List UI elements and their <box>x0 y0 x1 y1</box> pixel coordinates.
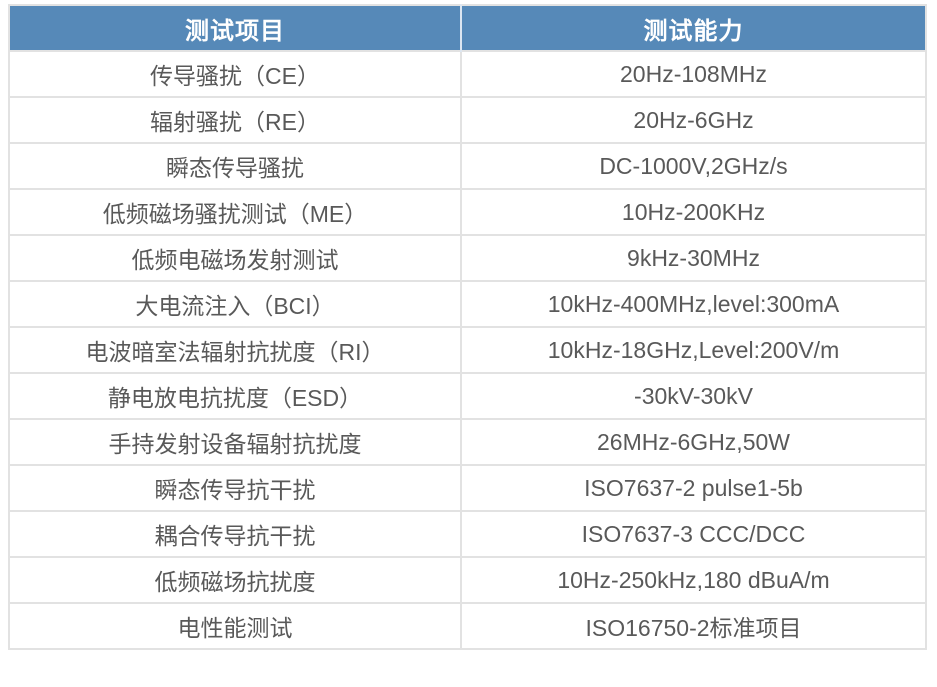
capability-cell: 10kHz-400MHz,level:300mA <box>460 280 927 328</box>
table-row: 耦合传导抗干扰 ISO7637-3 CCC/DCC <box>8 510 927 558</box>
capability-cell: ISO7637-3 CCC/DCC <box>460 510 927 558</box>
capability-cell: 10kHz-18GHz,Level:200V/m <box>460 326 927 374</box>
table-body: 传导骚扰（CE） 20Hz-108MHz 辐射骚扰（RE） 20Hz-6GHz 瞬态传导… <box>8 50 927 650</box>
table-row: 低频电磁场发射测试 9kHz-30MHz <box>8 234 927 282</box>
capability-cell: 10Hz-250kHz,180 dBuA/m <box>460 556 927 604</box>
test-capability-table: 测试项目 测试能力 传导骚扰（CE） 20Hz-108MHz 辐射骚扰（RE） 20H… <box>8 4 927 650</box>
table-row: 大电流注入（BCI） 10kHz-400MHz,level:300mA <box>8 280 927 328</box>
table-row: 电性能测试 ISO16750-2标准项目 <box>8 602 927 650</box>
item-cell: 低频磁场抗扰度 <box>8 556 462 604</box>
item-cell: 瞬态传导骚扰 <box>8 142 462 190</box>
item-cell: 低频磁场骚扰测试（ME） <box>8 188 462 236</box>
table-row: 辐射骚扰（RE） 20Hz-6GHz <box>8 96 927 144</box>
table-row: 瞬态传导抗干扰 ISO7637-2 pulse1-5b <box>8 464 927 512</box>
capability-cell: 20Hz-6GHz <box>460 96 927 144</box>
table-row: 电波暗室法辐射抗扰度（RI） 10kHz-18GHz,Level:200V/m <box>8 326 927 374</box>
table-row: 低频磁场骚扰测试（ME） 10Hz-200KHz <box>8 188 927 236</box>
capability-cell: 9kHz-30MHz <box>460 234 927 282</box>
table-row: 低频磁场抗扰度 10Hz-250kHz,180 dBuA/m <box>8 556 927 604</box>
item-cell: 耦合传导抗干扰 <box>8 510 462 558</box>
item-cell: 静电放电抗扰度（ESD） <box>8 372 462 420</box>
item-cell: 低频电磁场发射测试 <box>8 234 462 282</box>
capability-cell: ISO7637-2 pulse1-5b <box>460 464 927 512</box>
header-cell-test-item: 测试项目 <box>9 5 461 51</box>
capability-cell: DC-1000V,2GHz/s <box>460 142 927 190</box>
header-cell-test-capability: 测试能力 <box>460 5 926 51</box>
table-row: 瞬态传导骚扰 DC-1000V,2GHz/s <box>8 142 927 190</box>
table-row: 传导骚扰（CE） 20Hz-108MHz <box>8 50 927 98</box>
capability-cell: 10Hz-200KHz <box>460 188 927 236</box>
capability-cell: 20Hz-108MHz <box>460 50 927 98</box>
item-cell: 大电流注入（BCI） <box>8 280 462 328</box>
capability-cell: 26MHz-6GHz,50W <box>460 418 927 466</box>
item-cell: 瞬态传导抗干扰 <box>8 464 462 512</box>
table-row: 手持发射设备辐射抗扰度 26MHz-6GHz,50W <box>8 418 927 466</box>
item-cell: 传导骚扰（CE） <box>8 50 462 98</box>
item-cell: 电性能测试 <box>8 602 462 650</box>
item-cell: 辐射骚扰（RE） <box>8 96 462 144</box>
capability-cell: -30kV-30kV <box>460 372 927 420</box>
table-header-row: 测试项目 测试能力 <box>9 5 926 51</box>
table-row: 静电放电抗扰度（ESD） -30kV-30kV <box>8 372 927 420</box>
item-cell: 手持发射设备辐射抗扰度 <box>8 418 462 466</box>
item-cell: 电波暗室法辐射抗扰度（RI） <box>8 326 462 374</box>
capability-cell: ISO16750-2标准项目 <box>460 602 927 650</box>
